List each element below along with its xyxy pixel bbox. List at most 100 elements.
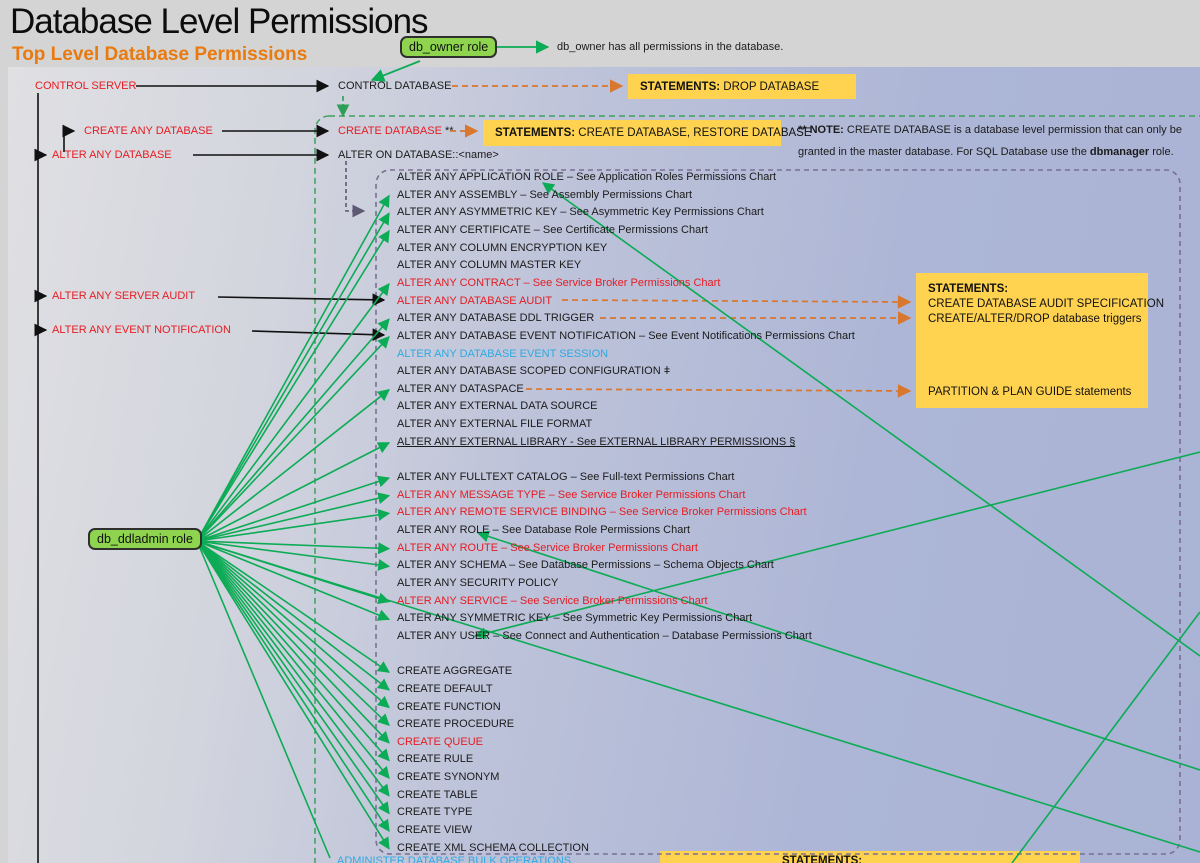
statements-body: DROP DATABASE	[720, 81, 820, 93]
permission-item: CREATE VIEW	[397, 824, 472, 837]
ddladmin-grant-line	[196, 540, 391, 605]
ddladmin-grant-line	[196, 540, 391, 555]
server-perm-create-any-database: CREATE ANY DATABASE	[84, 125, 213, 137]
statements-create-text: STATEMENTS: CREATE DATABASE, RESTORE DAT…	[495, 127, 812, 139]
permission-item: ALTER ANY ASSEMBLY – See Assembly Permis…	[397, 188, 693, 201]
ddladmin-grant-line	[196, 540, 390, 797]
statements-label: STATEMENTS:	[640, 81, 721, 93]
permission-item: CREATE FUNCTION	[397, 700, 501, 713]
ddladmin-grant-line	[196, 442, 391, 542]
permission-item: ALTER ANY DATABASE EVENT NOTIFICATION – …	[397, 329, 855, 342]
note-line1-rest: CREATE DATABASE is a database level perm…	[843, 124, 1182, 136]
note-prefix: ** NOTE:	[798, 124, 844, 136]
permission-item: ALTER ANY SERVICE – See Service Broker P…	[397, 594, 708, 607]
permission-item: ALTER ANY FULLTEXT CATALOG – See Full-te…	[397, 471, 735, 484]
diagram-background	[8, 67, 1200, 863]
statements-drop-text: STATEMENTS: DROP DATABASE	[640, 81, 819, 93]
server-perm-alter-any-database: ALTER ANY DATABASE	[52, 149, 172, 161]
db-ddladmin-role-box[interactable]: db_ddladmin role	[88, 528, 202, 550]
statements-audit-line3: PARTITION & PLAN GUIDE statements	[928, 386, 1132, 398]
ddladmin-grant-line	[196, 540, 390, 726]
statements-box-audit	[916, 273, 1148, 408]
db-owner-note: db_owner has all permissions in the data…	[557, 41, 784, 53]
ddladmin-grant-line	[196, 229, 390, 542]
permission-item: CREATE PROCEDURE	[397, 718, 515, 731]
database-permissions-group-box	[314, 115, 1200, 863]
permission-item: ALTER ANY ROUTE – See Service Broker Per…	[397, 541, 698, 554]
note-line2-post: role.	[1149, 146, 1174, 158]
ddladmin-grant-line	[196, 540, 390, 780]
statements-bottom-title: STATEMENTS:	[782, 855, 863, 863]
server-perm-alter-any-event-notification: ALTER ANY EVENT NOTIFICATION	[52, 324, 231, 336]
permission-item: CREATE RULE	[397, 753, 474, 766]
permission-item: ALTER ANY EXTERNAL LIBRARY - See EXTERNA…	[397, 435, 796, 448]
db-perm-alter-on-database: ALTER ON DATABASE::<name>	[338, 149, 499, 161]
ddladmin-grant-line	[196, 282, 390, 542]
permission-item: CREATE AGGREGATE	[397, 665, 513, 678]
ddladmin-grant-line	[196, 212, 390, 542]
permission-item: ALTER ANY DATABASE DDL TRIGGER	[397, 312, 595, 325]
permission-item: ALTER ANY ASYMMETRIC KEY – See Asymmetri…	[397, 206, 764, 219]
permission-item: ALTER ANY SCHEMA – See Database Permissi…	[397, 559, 774, 572]
db-perm-create-database: CREATE DATABASE **	[338, 125, 454, 137]
permission-item: ALTER ANY DATABASE EVENT SESSION	[397, 347, 609, 360]
create-database-label: CREATE DATABASE	[338, 125, 442, 137]
permission-item: ALTER ANY EXTERNAL DATA SOURCE	[397, 400, 598, 413]
permission-item: ALTER ANY DATABASE SCOPED CONFIGURATION …	[397, 365, 671, 378]
create-database-note-marker: **	[441, 125, 454, 137]
permission-item: ALTER ANY APPLICATION ROLE – See Applica…	[397, 171, 777, 183]
permission-item: ALTER ANY SYMMETRIC KEY – See Symmetric …	[397, 612, 753, 625]
permission-item-administer-bulk: ADMINISTER DATABASE BULK OPERATIONS	[337, 855, 572, 863]
permission-item: CREATE TABLE	[397, 788, 478, 801]
db-perm-control-database: CONTROL DATABASE	[338, 80, 452, 92]
permission-item: ALTER ANY COLUMN ENCRYPTION KEY	[397, 241, 608, 254]
permission-item: ALTER ANY COLUMN MASTER KEY	[397, 259, 582, 272]
permission-item: CREATE XML SCHEMA COLLECTION	[397, 841, 589, 854]
ddladmin-grant-line	[196, 540, 391, 571]
ddladmin-grant-line	[196, 492, 391, 542]
server-perm-alter-any-server-audit: ALTER ANY SERVER AUDIT	[52, 290, 196, 302]
statements-box-create-database	[483, 120, 781, 146]
ddladmin-grant-line	[196, 335, 390, 542]
permission-item: ALTER ANY DATABASE AUDIT	[397, 294, 553, 307]
note-line2-bold: dbmanager	[1089, 146, 1150, 158]
ddladmin-grant-line	[196, 540, 390, 815]
permission-item: CREATE SYNONYM	[397, 771, 500, 784]
note-line2: granted in the master database. For SQL …	[798, 146, 1174, 158]
ddladmin-grant-line	[196, 540, 390, 691]
ddladmin-grant-line	[196, 540, 391, 621]
ddladmin-grant-line	[196, 540, 390, 673]
permission-item: CREATE QUEUE	[397, 735, 483, 748]
section-title: Top Level Database Permissions	[12, 44, 308, 65]
ddladmin-grant-line	[196, 508, 391, 542]
ddladmin-grant-line	[196, 540, 390, 850]
permission-item: CREATE TYPE	[397, 806, 473, 819]
permission-item: ALTER ANY SECURITY POLICY	[397, 576, 559, 589]
permission-item: CREATE DEFAULT	[397, 682, 493, 695]
ddladmin-grant-line	[196, 475, 391, 542]
ddladmin-grant-line	[196, 540, 390, 709]
page-title: Database Level Permissions	[10, 2, 429, 41]
permission-item: ALTER ANY USER – See Connect and Authent…	[397, 629, 812, 642]
db-owner-role-box[interactable]: db_owner role	[400, 36, 498, 58]
alter-any-group-box	[375, 169, 1181, 855]
statements-label: STATEMENTS:	[495, 127, 576, 139]
permission-item: ALTER ANY DATASPACE	[397, 382, 524, 395]
server-perm-control-server: CONTROL SERVER	[35, 80, 137, 92]
statements-audit-line2: CREATE/ALTER/DROP database triggers	[928, 313, 1142, 325]
statements-box-drop-database	[628, 74, 856, 99]
statements-body: CREATE DATABASE, RESTORE DATABASE	[575, 127, 812, 139]
ddladmin-grant-line	[196, 194, 390, 542]
statements-audit-line1: CREATE DATABASE AUDIT SPECIFICATION	[928, 298, 1165, 310]
ddladmin-grant-line	[196, 540, 390, 762]
ddladmin-grant-line	[196, 318, 390, 542]
ddladmin-grant-line	[196, 389, 390, 542]
permission-item: ALTER ANY CONTRACT – See Service Broker …	[397, 276, 721, 289]
ddladmin-grant-line	[196, 540, 331, 859]
permission-item: ALTER ANY ROLE – See Database Role Permi…	[397, 524, 691, 536]
permission-item: ALTER ANY CERTIFICATE – See Certificate …	[397, 223, 708, 236]
permission-item: ALTER ANY EXTERNAL FILE FORMAT	[397, 418, 593, 431]
note-line1: ** NOTE: CREATE DATABASE is a database l…	[798, 124, 1182, 136]
